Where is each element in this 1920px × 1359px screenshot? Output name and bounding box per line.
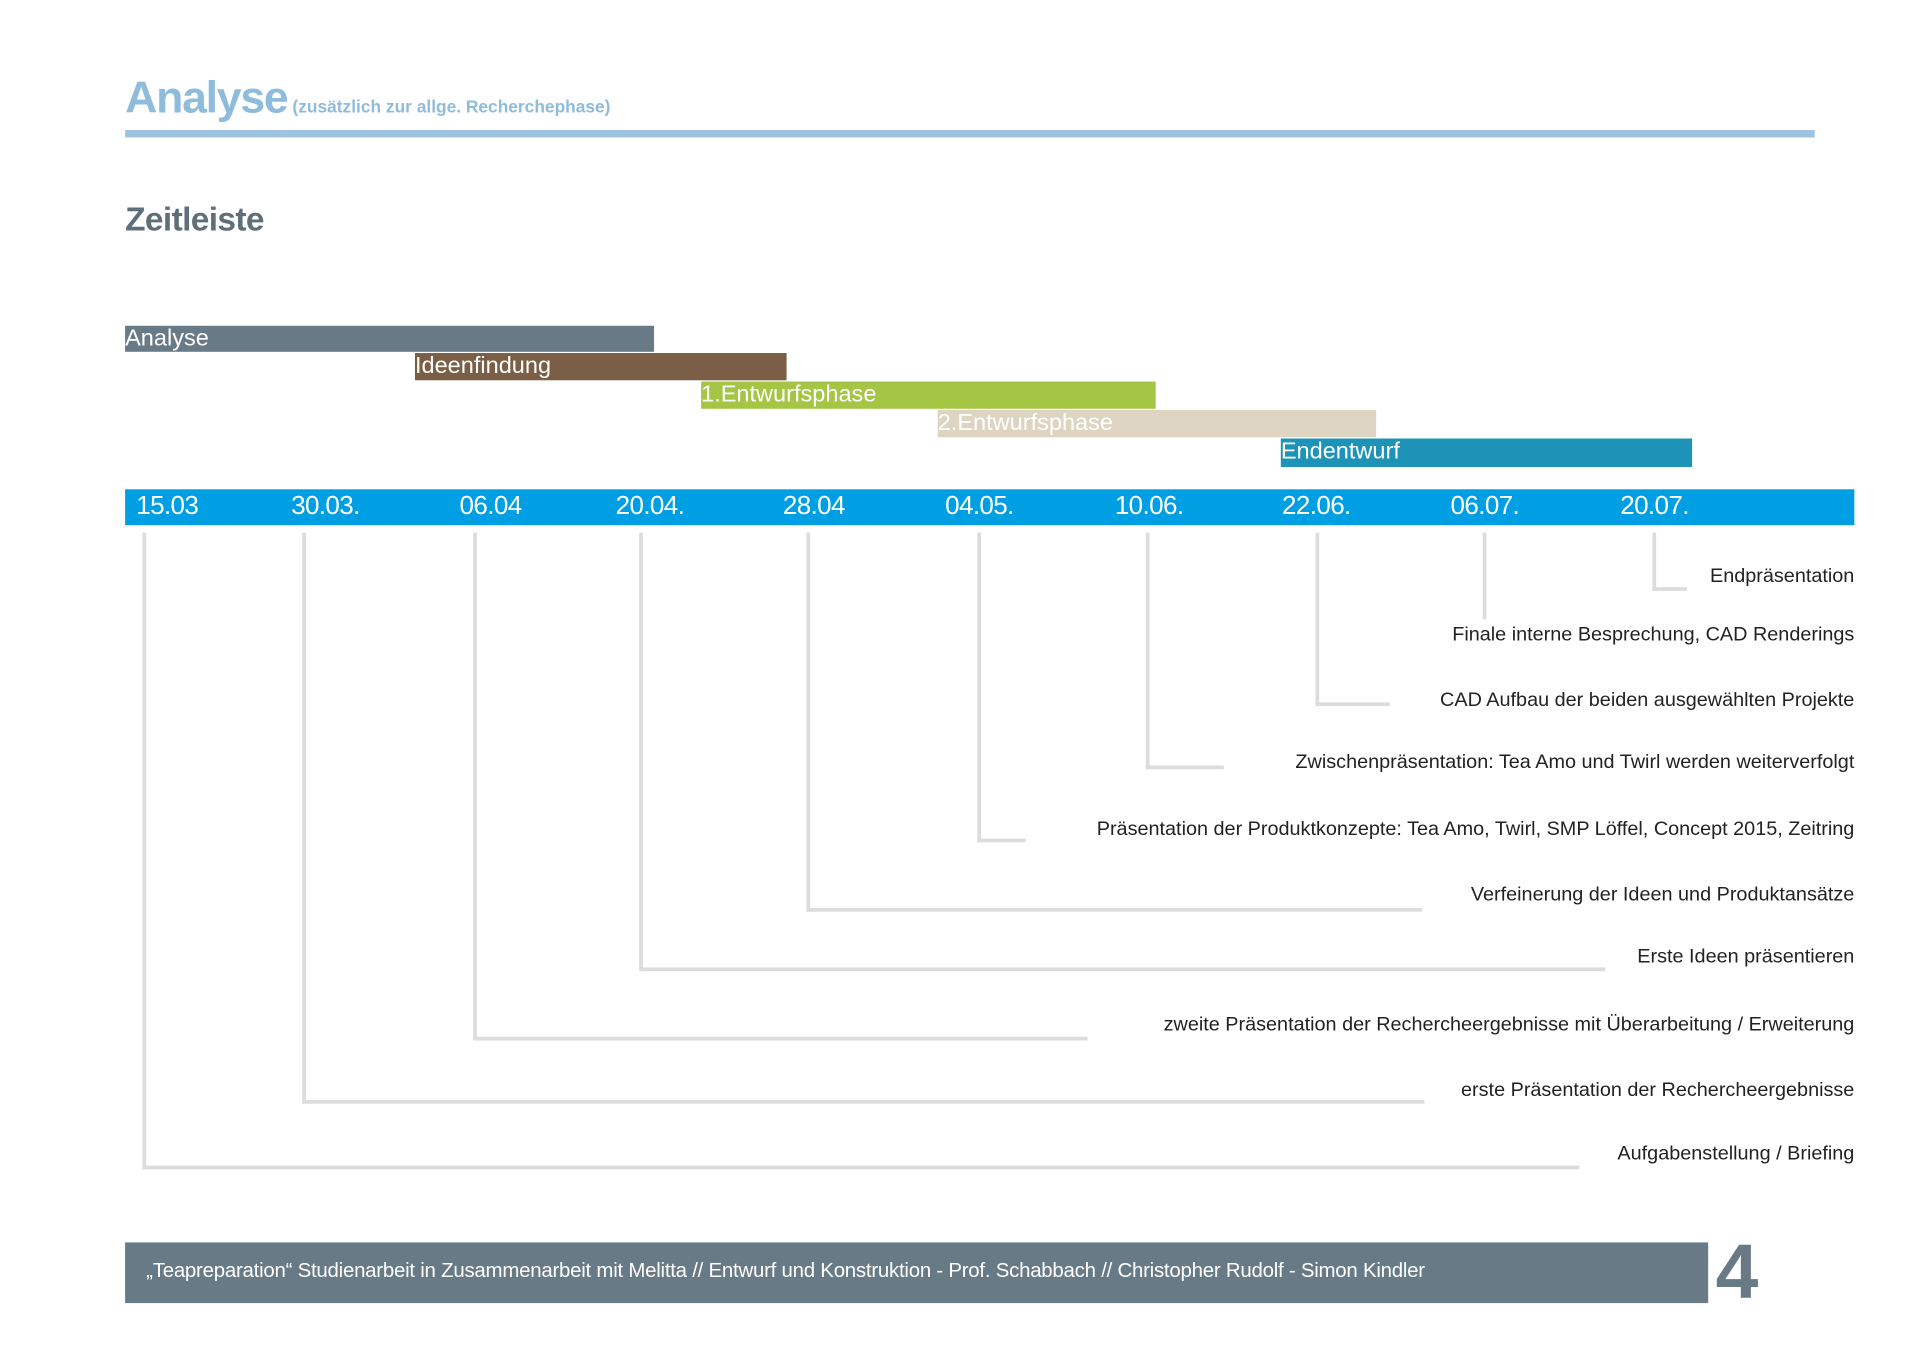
milestone-connector-vertical bbox=[142, 532, 147, 1170]
milestone-label: Präsentation der Produktkonzepte: Tea Am… bbox=[1096, 818, 1855, 840]
title-text: Analyse bbox=[125, 71, 289, 123]
date-label: 22.06. bbox=[1282, 491, 1351, 521]
milestone-label: Zwischenpräsentation: Tea Amo und Twirl … bbox=[1295, 751, 1855, 773]
milestone-connector-vertical bbox=[473, 532, 477, 1041]
milestone-connector-horizontal bbox=[1145, 765, 1224, 770]
milestone-label: CAD Aufbau der beiden ausgewählten Proje… bbox=[1440, 689, 1855, 712]
section-title: Zeitleiste bbox=[125, 200, 264, 238]
page-title: Analyse (zusätzlich zur allge. Recherchep… bbox=[125, 72, 610, 124]
milestone-label: zweite Präsentation der Rechercheergebni… bbox=[1163, 1014, 1855, 1036]
milestone-connector-horizontal bbox=[1315, 702, 1390, 707]
milestone-label: Endpräsentation bbox=[1709, 566, 1855, 588]
milestone-label: erste Präsentation der Rechercheergebnis… bbox=[1461, 1080, 1855, 1102]
date-label: 30.03. bbox=[291, 491, 360, 521]
date-label: 28.04 bbox=[782, 491, 846, 521]
title-rule bbox=[125, 130, 1815, 138]
milestone-label: Erste Ideen präsentieren bbox=[1637, 946, 1855, 968]
page-subtitle: (zusätzlich zur allge. Recherchephase) bbox=[292, 96, 611, 117]
milestone-connector-horizontal bbox=[142, 1165, 1580, 1170]
date-label: 20.07. bbox=[1620, 491, 1689, 521]
milestone-connector-vertical bbox=[1652, 532, 1657, 591]
milestone-connector-vertical bbox=[1145, 532, 1150, 770]
phase-bar-entwurfsphase-2: 2.Entwurfsphase bbox=[937, 410, 1377, 438]
milestone-connector-horizontal bbox=[473, 1036, 1088, 1041]
date-label: 06.04 bbox=[459, 491, 523, 521]
date-label: 06.07. bbox=[1450, 491, 1520, 521]
milestone-connector-vertical bbox=[977, 532, 982, 843]
milestone-connector-vertical bbox=[639, 532, 643, 972]
date-band bbox=[125, 489, 1855, 526]
phase-bar-ideenfindung: Ideenfindung bbox=[414, 353, 787, 381]
milestone-connector-horizontal bbox=[1652, 587, 1688, 591]
milestone-label: Finale interne Besprechung, CAD Renderin… bbox=[1452, 624, 1855, 646]
milestone-connector-vertical bbox=[1482, 532, 1487, 620]
milestone-connector-horizontal bbox=[977, 838, 1026, 843]
page-number: 4 bbox=[1715, 1230, 1759, 1316]
phase-bar-analyse: Analyse bbox=[125, 325, 655, 352]
phase-bar-endentwurf: Endentwurf bbox=[1280, 438, 1693, 467]
milestone-label: Verfeinerung der Ideen und Produktansätz… bbox=[1470, 884, 1855, 906]
milestone-label: Aufgabenstellung / Briefing bbox=[1617, 1143, 1855, 1165]
date-label: 10.06. bbox=[1114, 491, 1184, 521]
milestone-connector-vertical bbox=[302, 532, 306, 1104]
footer-text: „Teapreparation“ Studienarbeit in Zusamm… bbox=[146, 1259, 1425, 1283]
milestone-connector-vertical bbox=[806, 532, 811, 912]
date-label: 15.03 bbox=[136, 491, 199, 521]
milestone-connector-horizontal bbox=[806, 907, 1423, 912]
footer-bar: „Teapreparation“ Studienarbeit in Zusamm… bbox=[125, 1242, 1709, 1304]
phase-bar-entwurfsphase-1: 1.Entwurfsphase bbox=[701, 381, 1156, 409]
milestone-connector-horizontal bbox=[639, 967, 1606, 972]
milestone-connector-vertical bbox=[1315, 532, 1320, 707]
date-label: 04.05. bbox=[945, 491, 1014, 521]
date-label: 20.04. bbox=[615, 491, 685, 521]
milestone-connector-horizontal bbox=[302, 1099, 1425, 1104]
